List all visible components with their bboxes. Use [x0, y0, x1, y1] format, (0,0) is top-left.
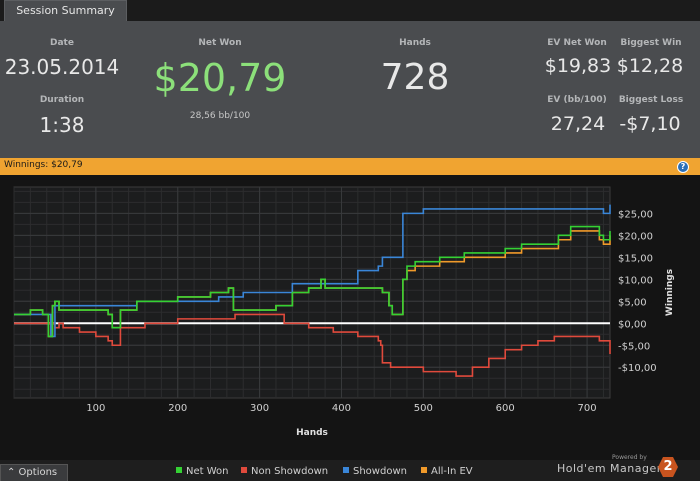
powered-by-label: Powered by [612, 454, 647, 461]
duration-value: 1:38 [39, 113, 85, 137]
ev-net-won-value: $19,83 [544, 55, 612, 77]
net-won-label: Net Won [198, 38, 242, 48]
y-tick-label: -$5,00 [618, 341, 650, 352]
y-tick-label: $0,00 [618, 319, 647, 330]
biggest-loss-label: Biggest Loss [618, 95, 684, 105]
x-tick-label: 300 [250, 403, 269, 414]
net-won-value: $20,79 [153, 56, 287, 100]
x-tick-label: 400 [332, 403, 351, 414]
y-tick-label: $20,00 [618, 231, 653, 242]
help-icon[interactable]: ? [677, 161, 689, 173]
x-tick-label: 500 [414, 403, 433, 414]
legend-net-won-label: Net Won [186, 466, 229, 477]
winnings-bar-label: Winnings: $20,79 [4, 160, 83, 170]
winnings-chart-svg: 100 200 300 400 500 600 700 $25,00 $20,00 $15,00 $… [13, 186, 675, 438]
ev-net-won-label: EV Net Won [547, 38, 607, 48]
y-tick-label: -$10,00 [618, 363, 657, 374]
date-label: Date [50, 38, 74, 48]
winnings-chart: 100 200 300 400 500 600 700 $25,00 $20,00 $15,00 $… [0, 175, 700, 460]
y-axis-label: Winnings [665, 269, 675, 316]
x-tick-label: 700 [578, 403, 597, 414]
options-button[interactable]: ⌃ Options [0, 464, 68, 481]
brand-name: Hold'em Manager [557, 462, 662, 475]
biggest-win-label: Biggest Win [620, 38, 682, 48]
date-value: 23.05.2014 [4, 55, 120, 79]
biggest-win-value: $12,28 [616, 55, 684, 77]
legend-net-won[interactable]: Net Won [176, 466, 229, 477]
x-tick-label: 200 [168, 403, 187, 414]
y-tick-label: $15,00 [618, 253, 653, 264]
legend-showdown-label: Showdown [353, 466, 407, 477]
legend-all-in-ev-label: All-In EV [431, 466, 473, 477]
ev-bb100-value: 27,24 [550, 113, 606, 135]
hands-label: Hands [399, 38, 431, 48]
x-tick-label: 600 [496, 403, 515, 414]
legend-all-in-ev[interactable]: All-In EV [421, 466, 473, 477]
hands-value: 728 [380, 57, 450, 98]
legend-all-in-ev-swatch [421, 467, 427, 473]
net-won-bb100: 28,56 bb/100 [189, 111, 251, 121]
legend-net-won-swatch [176, 467, 182, 473]
winnings-bar: Winnings: $20,79 ? [0, 158, 700, 175]
series-line-net-won [14, 225, 611, 338]
ev-bb100-label: EV (bb/100) [547, 95, 607, 105]
series-line-non-showdown [14, 313, 611, 377]
series-line-showdown [14, 204, 611, 338]
legend-showdown[interactable]: Showdown [343, 466, 407, 477]
plot-area [13, 186, 611, 399]
x-axis-label: Hands [296, 428, 328, 438]
hm2-logo-icon: 2 [658, 457, 678, 477]
biggest-loss-value: -$7,10 [619, 113, 681, 135]
legend-non-showdown[interactable]: Non Showdown [241, 466, 328, 477]
y-tick-label: $25,00 [618, 209, 653, 220]
footer: ⌃ Options Net Won Non Showdown Showdown … [0, 454, 700, 481]
duration-label: Duration [39, 95, 85, 105]
legend-non-showdown-label: Non Showdown [251, 466, 329, 477]
tab-session-summary[interactable]: Session Summary [4, 0, 127, 21]
legend-showdown-swatch [343, 467, 349, 473]
legend-non-showdown-swatch [241, 467, 247, 473]
y-tick-label: $5,00 [618, 297, 647, 308]
x-tick-label: 100 [86, 403, 105, 414]
y-tick-label: $10,00 [618, 275, 653, 286]
session-summary-panel: Date 23.05.2014 Duration 1:38 Net Won $2… [0, 21, 700, 158]
tab-bar: Session Summary [0, 0, 700, 21]
